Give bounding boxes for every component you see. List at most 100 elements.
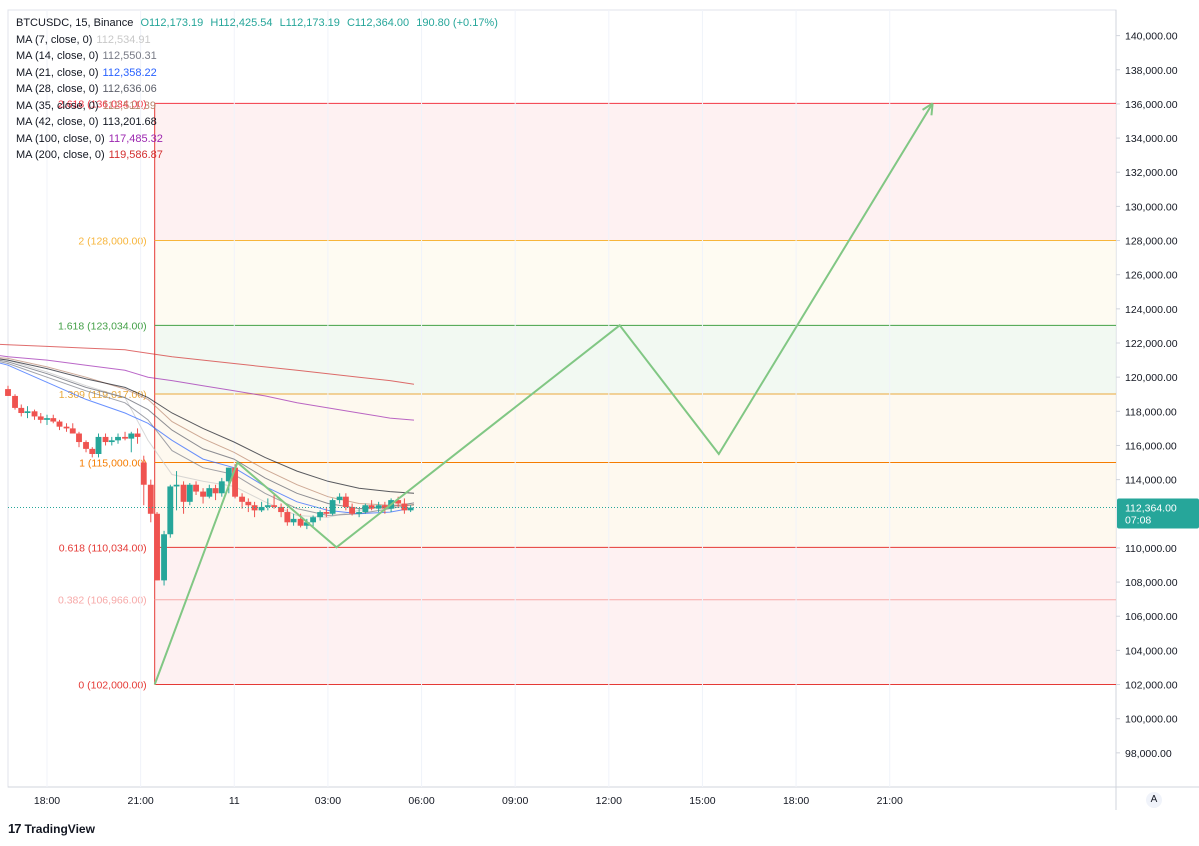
- candle-body: [206, 488, 213, 497]
- candle-body: [245, 501, 252, 506]
- projection-line: [153, 102, 934, 685]
- candle-body: [317, 512, 324, 518]
- price-tick-label: 98,000.00: [1125, 748, 1172, 760]
- candle-body: [147, 484, 154, 514]
- indicator-row[interactable]: MA (35, close, 0) 112,511.39: [16, 98, 502, 115]
- candle-body: [134, 433, 141, 437]
- candle-body: [232, 467, 238, 497]
- indicator-value: 119,586.87: [108, 149, 163, 161]
- change-value: 190.80 (+0.17%): [416, 17, 498, 29]
- indicator-value: 113,201.68: [102, 116, 157, 128]
- indicator-value: 112,636.06: [102, 83, 157, 95]
- indicator-label: MA (35, close, 0): [16, 99, 99, 112]
- indicator-value: 112,534.91: [96, 33, 151, 46]
- candle-body: [167, 486, 174, 535]
- time-tick-label: 03:00: [315, 795, 341, 807]
- moving-average-lines: [0, 343, 415, 518]
- candle-body: [375, 505, 382, 509]
- low-value: L112,173.19: [279, 17, 340, 29]
- projection-arrowhead: [930, 103, 934, 116]
- candle-body: [69, 428, 76, 434]
- candle-body: [362, 505, 369, 513]
- indicator-label: MA (21, close, 0): [16, 66, 99, 79]
- moving-average-line: [0, 362, 415, 515]
- candle-body: [102, 436, 109, 443]
- price-tick-label: 128,000.00: [1125, 236, 1178, 248]
- time-tick-label: 15:00: [689, 795, 715, 807]
- fib-level-label: 0 (102,000.00): [78, 680, 146, 692]
- price-tick-label: 110,000.00: [1125, 543, 1177, 555]
- candle-body: [258, 506, 265, 511]
- ohlc-row: BTCUSDC, 15, Binance O112,173.19 H112,42…: [16, 15, 502, 32]
- indicator-row[interactable]: MA (200, close, 0) 119,586.87: [16, 147, 502, 164]
- fib-band: [154, 599, 1116, 685]
- candle-body: [173, 484, 180, 487]
- indicator-row[interactable]: MA (42, close, 0) 113,201.68: [16, 114, 502, 131]
- time-tick-label: 21:00: [128, 795, 154, 807]
- indicator-row[interactable]: MA (28, close, 0) 112,636.06: [16, 81, 502, 98]
- time-tick-label: 12:00: [596, 795, 622, 807]
- fib-band: [154, 240, 1116, 326]
- candle-body: [290, 518, 297, 523]
- fib-band: [154, 393, 1116, 463]
- candle-body: [76, 433, 82, 443]
- time-tick-label: 06:00: [408, 795, 434, 807]
- time-axis[interactable]: 18:00 21:00 11 03:00 06:00 09:00 12:00 15:00 18:…: [34, 795, 903, 807]
- time-tick-label: 09:00: [502, 795, 528, 807]
- price-tick-label: 132,000.00: [1125, 167, 1178, 179]
- candle-body: [5, 389, 11, 396]
- moving-average-line: [0, 343, 415, 385]
- indicator-label: MA (42, close, 0): [16, 116, 99, 128]
- last-price-value: 112,364.00: [1125, 503, 1177, 515]
- projection-path[interactable]: [153, 102, 934, 685]
- tradingview-logo[interactable]: 17 TradingView: [8, 821, 95, 836]
- indicator-label: MA (7, close, 0): [16, 33, 93, 46]
- fib-level-label: 0.618 (110,034.00): [59, 542, 147, 554]
- candle-body: [329, 500, 336, 514]
- price-tick-label: 102,000.00: [1125, 680, 1178, 692]
- fib-level-label: 0.382 (106,966.00): [58, 595, 147, 607]
- high-value: H112,425.54: [210, 17, 273, 29]
- candle-body: [18, 407, 25, 414]
- candle-body: [128, 433, 135, 439]
- fib-band: [154, 462, 1116, 548]
- price-tick-label: 116,000.00: [1125, 440, 1177, 452]
- fibonacci-extension[interactable]: 2.618 (136,034.00) 2 (128,000.00) 1.618 (1…: [58, 98, 1116, 692]
- candle-body: [50, 418, 57, 422]
- open-value: O112,173.19: [140, 17, 204, 29]
- last-price-badge: [1117, 498, 1199, 529]
- candle-body: [200, 491, 206, 497]
- indicator-row[interactable]: MA (100, close, 0) 117,485.32: [16, 131, 502, 148]
- candle-body: [108, 440, 115, 443]
- time-tick-label: 11: [229, 795, 240, 807]
- indicator-row[interactable]: MA (21, close, 0) 112,358.22: [16, 65, 502, 82]
- price-tick-label: 120,000.00: [1125, 372, 1178, 384]
- indicator-label: MA (100, close, 0): [16, 132, 105, 145]
- candle-body: [310, 517, 317, 523]
- price-axis[interactable]: 140,000.00 138,000.00 136,000.00 134,000.00…: [1116, 31, 1178, 760]
- indicator-row[interactable]: MA (14, close, 0) 112,550.31: [16, 48, 502, 65]
- candle-body: [284, 512, 291, 523]
- price-tick-label: 108,000.00: [1125, 577, 1178, 589]
- auto-scale-button[interactable]: A: [1146, 792, 1162, 808]
- moving-average-line: [0, 355, 415, 421]
- indicator-label: MA (14, close, 0): [16, 50, 99, 62]
- price-tick-label: 138,000.00: [1125, 65, 1178, 77]
- candlestick-series: [5, 385, 1116, 586]
- indicator-row[interactable]: MA (7, close, 0) 112,534.91: [16, 32, 502, 49]
- candle-body: [193, 484, 199, 492]
- price-tick-label: 100,000.00: [1125, 714, 1178, 726]
- price-tick-label: 126,000.00: [1125, 270, 1178, 282]
- fib-level-label: 2.618 (136,034.00): [58, 98, 147, 110]
- candle-body: [89, 448, 96, 454]
- indicator-list: MA (7, close, 0) 112,534.91 MA (14, close,…: [16, 32, 502, 164]
- price-tick-label: 130,000.00: [1125, 201, 1178, 213]
- candle-body: [264, 505, 271, 507]
- price-tick-label: 140,000.00: [1125, 31, 1178, 43]
- indicator-value: 117,485.32: [108, 132, 163, 145]
- close-value: C112,364.00: [346, 17, 410, 29]
- indicator-label: MA (200, close, 0): [16, 149, 105, 161]
- time-tick-label: 18:00: [34, 795, 60, 807]
- symbol-label[interactable]: BTCUSDC, 15, Binance: [16, 17, 134, 29]
